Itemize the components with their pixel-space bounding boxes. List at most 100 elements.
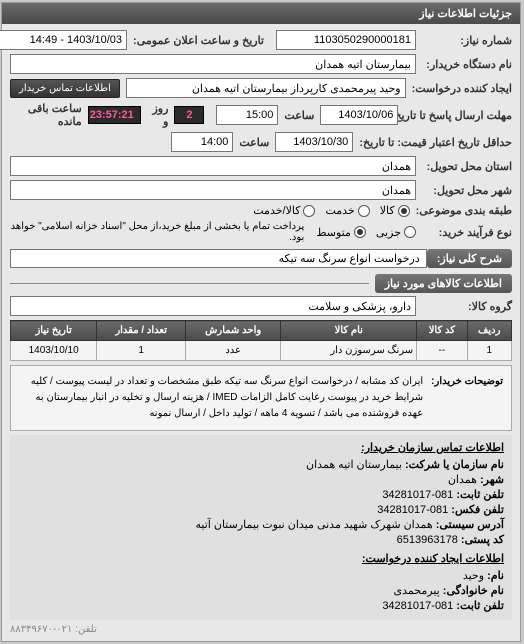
subject-type-group: کالا خدمت کالا/خدمت <box>254 204 410 217</box>
td-qty: 1 <box>98 341 187 361</box>
row-buyer-org: نام دستگاه خریدار: <box>11 54 513 74</box>
row-need-number: شماره نیاز: تاریخ و ساعت اعلان عمومی: <box>11 30 513 50</box>
countdown-days-label: روز و <box>148 102 170 128</box>
need-number-label: شماره نیاز: <box>423 34 513 47</box>
row-deadline-send: مهلت ارسال پاسخ تا تاریخ: ساعت 2 روز و 2… <box>11 102 513 128</box>
buyer-desc-label: توضیحات خریدار: <box>426 374 504 422</box>
announce-input[interactable] <box>0 30 128 50</box>
contact-address: همدان شهرک شهید مدنی میدان نبوت بیمارستا… <box>196 519 433 531</box>
row-process-type: نوع فرآیند خرید: جزیی متوسط پرداخت تمام … <box>11 221 513 243</box>
time-label-2: ساعت <box>240 136 270 149</box>
contact-address-label: آدرس سیستی: <box>437 519 505 531</box>
need-number-input[interactable] <box>277 30 417 50</box>
payment-note: پرداخت تمام یا بخشی از مبلغ خرید،از محل … <box>11 221 305 243</box>
table-header-row: ردیف کد کالا نام کالا واحد شمارش تعداد /… <box>12 321 513 341</box>
overview-text: درخواست انواع سرنگ سه تیکه <box>11 249 428 268</box>
province-label: استان محل تحویل: <box>423 160 513 173</box>
radio-goods[interactable]: کالا <box>381 204 411 217</box>
panel-title: جزئیات اطلاعات نیاز <box>3 3 521 24</box>
th-need-date: تاریخ نیاز <box>12 321 98 341</box>
row-price-validity: حداقل تاریخ اعتبار قیمت: تا تاریخ: ساعت <box>11 132 513 152</box>
td-need-date: 1403/10/10 <box>12 341 98 361</box>
contact-postal: 6513963178 <box>398 534 459 546</box>
creator-lname-label: نام خانوادگی: <box>444 585 505 597</box>
details-panel: جزئیات اطلاعات نیاز شماره نیاز: تاریخ و … <box>2 2 522 642</box>
contact-fax-line: تلفن فکس: 081-34281017 <box>19 503 505 516</box>
contact-address-line: آدرس سیستی: همدان شهرک شهید مدنی میدان ن… <box>19 518 505 531</box>
countdown-time: 23:57:21 <box>89 106 142 124</box>
creator-phone-label: تلفن ثابت: <box>457 600 505 612</box>
countdown-days: 2 <box>175 106 205 124</box>
radio-process-low[interactable]: جزیی <box>377 226 417 239</box>
contact-fax-label: تلفن فکس: <box>452 504 505 516</box>
panel-body: شماره نیاز: تاریخ و ساعت اعلان عمومی: نا… <box>3 24 521 641</box>
process-type-label: نوع فرآیند خرید: <box>423 226 513 239</box>
contact-phone: 081-34281017 <box>383 489 454 501</box>
subject-type-label: طبقه بندی موضوعی: <box>417 204 513 217</box>
radio-goods-label: کالا <box>381 204 396 217</box>
contact-postal-line: کد پستی: 6513963178 <box>19 533 505 546</box>
deadline-send-time[interactable] <box>217 105 279 125</box>
contact-block: اطلاعات تماس سازمان خریدار: نام سازمان ی… <box>11 435 513 620</box>
contact-phone-line: تلفن ثابت: 081-34281017 <box>19 488 505 501</box>
radio-dot-icon <box>399 205 411 217</box>
radio-goods-service-label: کالا/خدمت <box>254 204 301 217</box>
goods-group-label: گروه کالا: <box>423 300 513 313</box>
creator-phone: 081-34281017 <box>383 600 454 612</box>
announce-label: تاریخ و ساعت اعلان عمومی: <box>134 34 265 47</box>
th-row: ردیف <box>468 321 512 341</box>
th-qty: تعداد / مقدار <box>98 321 187 341</box>
td-row: 1 <box>468 341 512 361</box>
contact-fax: 081-34281017 <box>378 504 449 516</box>
creator-fname-label: نام: <box>488 570 505 582</box>
requester-input[interactable] <box>127 78 407 98</box>
contact-phone-label: تلفن ثابت: <box>457 489 505 501</box>
radio-process-mid[interactable]: متوسط <box>317 226 367 239</box>
creator-heading: اطلاعات ایجاد کننده درخواست: <box>19 552 505 565</box>
deadline-send-label: مهلت ارسال پاسخ تا تاریخ: <box>405 109 513 122</box>
radio-process-low-label: جزیی <box>377 226 402 239</box>
th-code: کد کالا <box>418 321 468 341</box>
contact-city: همدان <box>449 474 478 486</box>
row-city: شهر محل تحویل: <box>11 180 513 200</box>
city-label: شهر محل تحویل: <box>423 184 513 197</box>
price-validity-time[interactable] <box>172 132 234 152</box>
contact-org-line: نام سازمان یا شرکت: بیمارستان اتیه همدان <box>19 458 505 471</box>
radio-service[interactable]: خدمت <box>326 204 370 217</box>
province-input[interactable] <box>11 156 417 176</box>
overview-label: شرح کلی نیاز: <box>428 249 513 268</box>
goods-group-input[interactable] <box>11 296 417 316</box>
th-name: نام کالا <box>282 321 418 341</box>
city-input[interactable] <box>11 180 417 200</box>
row-goods-group: گروه کالا: <box>11 296 513 316</box>
time-label-1: ساعت <box>285 109 315 122</box>
radio-dot-icon <box>359 205 371 217</box>
radio-dot-icon <box>304 205 316 217</box>
row-province: استان محل تحویل: <box>11 156 513 176</box>
radio-process-mid-label: متوسط <box>317 226 352 239</box>
row-requester: ایجاد کننده درخواست: اطلاعات تماس خریدار <box>11 78 513 98</box>
creator-fname: وحید <box>464 570 485 582</box>
creator-lname: پیرمحمدی <box>395 585 441 597</box>
items-table: ردیف کد کالا نام کالا واحد شمارش تعداد /… <box>11 320 513 361</box>
table-row: 1 -- سرنگ سرسوزن دار عدد 1 1403/10/10 <box>12 341 513 361</box>
items-title: اطلاعات کالاهای مورد نیاز <box>376 274 513 293</box>
price-validity-date[interactable] <box>276 132 354 152</box>
creator-phone-line: تلفن ثابت: 081-34281017 <box>19 599 505 612</box>
price-validity-label: حداقل تاریخ اعتبار قیمت: تا تاریخ: <box>360 136 513 149</box>
buyer-desc-box: توضیحات خریدار: ایران کد مشابه / درخواست… <box>11 365 513 431</box>
td-unit: عدد <box>187 341 282 361</box>
contact-city-label: شهر: <box>481 474 505 486</box>
buyer-org-input[interactable] <box>11 54 417 74</box>
deadline-send-date[interactable] <box>321 105 399 125</box>
td-code: -- <box>418 341 468 361</box>
buyer-contact-button[interactable]: اطلاعات تماس خریدار <box>11 79 121 98</box>
buyer-org-label: نام دستگاه خریدار: <box>423 58 513 71</box>
contact-org-label: نام سازمان یا شرکت: <box>406 459 505 471</box>
items-section: اطلاعات کالاهای مورد نیاز <box>11 274 513 293</box>
radio-service-label: خدمت <box>326 204 355 217</box>
th-unit: واحد شمارش <box>187 321 282 341</box>
buyer-desc-text: ایران کد مشابه / درخواست انواع سرنگ سه ت… <box>20 374 424 422</box>
radio-goods-service[interactable]: کالا/خدمت <box>254 204 316 217</box>
radio-dot-icon <box>405 226 417 238</box>
